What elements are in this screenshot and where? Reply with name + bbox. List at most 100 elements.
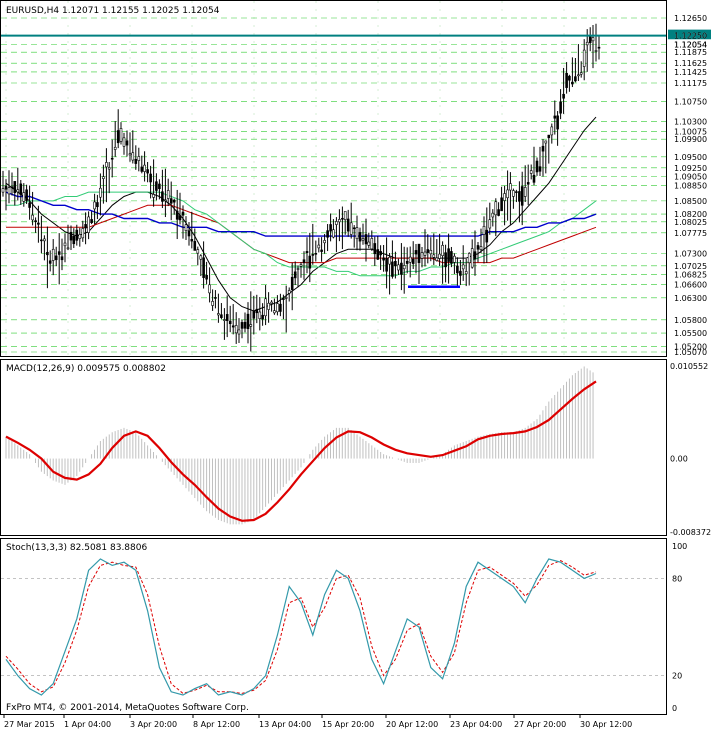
macd-tick-label: 0.010552 [670, 362, 708, 371]
candle-body [541, 145, 545, 152]
stoch-tick-label: 20 [672, 672, 682, 681]
candle-body [290, 276, 294, 290]
candle-body [450, 251, 453, 264]
candle-body [473, 251, 477, 260]
candle-body [246, 313, 250, 330]
candle-body [512, 190, 515, 197]
candle-body [308, 255, 312, 269]
time-tick-label: 8 Apr 12:00 [193, 720, 240, 729]
candle-body [349, 222, 353, 235]
candle-body [520, 186, 524, 206]
candle-body [175, 210, 179, 220]
price-tick-label: 1.11425 [674, 68, 707, 77]
candle-body [22, 192, 26, 202]
candle-body [526, 182, 530, 185]
price-tick-label: 1.12650 [674, 14, 707, 23]
candle-body [571, 81, 574, 85]
candle-body [476, 245, 480, 250]
candle-body [373, 243, 377, 255]
candle-body [184, 224, 188, 231]
price-tick-label: 1.08200 [674, 210, 707, 219]
macd-plot [5, 366, 597, 525]
candle-body [249, 324, 253, 327]
candle-body [388, 256, 391, 265]
candle-body [28, 202, 31, 208]
candle-body [287, 290, 291, 294]
candle-body [217, 313, 220, 316]
macd-signal-line [5, 380, 597, 522]
candle-body [420, 252, 424, 259]
candle-body [515, 191, 518, 193]
candle-body [258, 311, 262, 320]
candle-body [105, 162, 108, 168]
candle-body [63, 242, 67, 247]
stoch-signal-line [5, 560, 597, 694]
candle-body [491, 212, 495, 218]
candle-body [84, 224, 87, 229]
candle-body [75, 229, 79, 241]
candle-body [532, 174, 536, 183]
candle-body [358, 232, 362, 242]
time-tick-label: 3 Apr 20:00 [130, 720, 177, 729]
candle-body [482, 226, 486, 235]
price-tick-label: 1.08850 [674, 181, 707, 190]
candle-body [547, 134, 551, 139]
price-tick-label: 1.06300 [674, 294, 707, 303]
candle-body [155, 181, 158, 191]
candle-body [411, 258, 415, 264]
candle-body [582, 49, 586, 67]
candle-body [453, 255, 456, 263]
candle-body [488, 219, 492, 229]
candle-body [447, 248, 450, 262]
candle-body [355, 227, 359, 239]
candle-body [361, 238, 365, 241]
candle-body [128, 153, 132, 156]
price-tick-label: 1.09500 [674, 153, 707, 162]
candle-body [166, 190, 170, 199]
candle-body [122, 137, 126, 147]
candle-body [585, 41, 589, 46]
candle-body [234, 325, 238, 334]
candle-body [535, 160, 539, 173]
candle-body [93, 201, 96, 210]
candle-body [438, 253, 441, 259]
candle-body [394, 261, 397, 267]
candle-body [485, 229, 489, 243]
main-header: EURUSD,H4 1.12071 1.12155 1.12025 1.1205… [6, 6, 220, 16]
stoch-panel-frame [0, 538, 667, 715]
candle-body [397, 264, 400, 271]
candle-body [90, 219, 93, 224]
candle-body [60, 256, 64, 261]
candle-body [367, 241, 371, 246]
candle-body [562, 93, 565, 99]
candle-body [152, 194, 155, 198]
candle-body [417, 243, 421, 264]
candle-body [538, 166, 542, 172]
price-tick-label: 1.05800 [674, 316, 707, 325]
candle-body [494, 201, 498, 216]
candle-body [116, 130, 120, 144]
candle-body [102, 176, 105, 179]
moving-average-blue [5, 191, 597, 237]
time-tick-label: 13 Apr 04:00 [259, 720, 311, 729]
price-tick-label: 1.07775 [674, 229, 707, 238]
candle-body [311, 254, 315, 256]
candle-body [594, 50, 598, 52]
candle-body [228, 320, 232, 325]
candle-body [341, 217, 344, 220]
candle-body [237, 329, 241, 335]
candle-body [196, 249, 200, 254]
candle-body [37, 222, 40, 225]
candle-body [264, 298, 267, 317]
candle-body [323, 240, 326, 244]
candle-body [529, 170, 533, 174]
candle-body [432, 254, 436, 258]
candle-body [243, 321, 247, 329]
candle-body [506, 189, 509, 199]
price-tick-label: 1.12054 [674, 40, 707, 49]
candle-body [255, 308, 259, 314]
time-tick-label: 30 Apr 12:00 [580, 720, 632, 729]
candle-body [296, 268, 300, 270]
candle-body [364, 234, 368, 245]
candle-body [54, 255, 58, 261]
